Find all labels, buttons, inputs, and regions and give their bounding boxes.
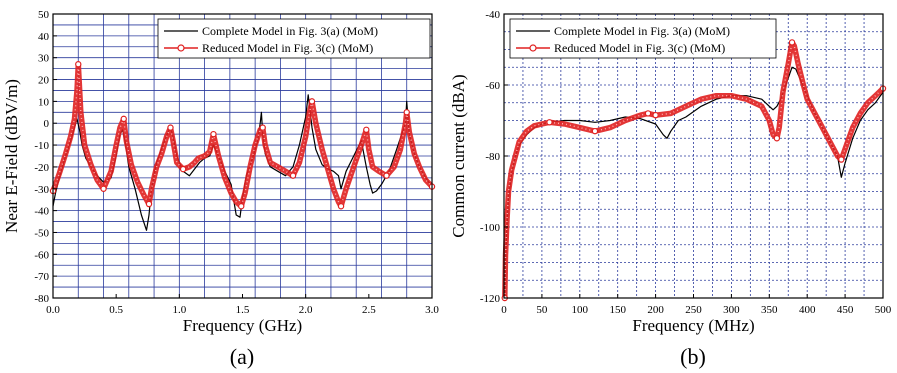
- series-marker-point: [210, 130, 217, 138]
- legend-box: [157, 18, 431, 59]
- y-tick-label: -80: [485, 151, 500, 163]
- series-marker-point: [100, 185, 107, 192]
- x-tick-label: 300: [723, 304, 740, 316]
- legend-entry-label: Reduced Model in Fig. 3(c) (MoM): [554, 41, 725, 55]
- series-marker-point: [238, 203, 245, 210]
- y-tick-label: -60: [485, 80, 500, 92]
- series-marker-point: [120, 115, 127, 123]
- y-tick-label: 50: [38, 9, 50, 21]
- series-marker-point: [773, 135, 781, 142]
- series-marker-point: [788, 39, 796, 46]
- legend-box: [509, 18, 777, 59]
- y-tick-label: -40: [34, 206, 49, 218]
- y-tick-label: -10: [34, 140, 49, 152]
- series-marker-point: [546, 119, 553, 126]
- x-tick-label: 2.0: [299, 304, 313, 316]
- y-tick-label: -60: [34, 249, 49, 261]
- y-tick-label: 0: [44, 118, 50, 130]
- y-tick-label: -50: [34, 227, 49, 239]
- series-marker-point: [363, 126, 370, 133]
- y-tick-label: -120: [480, 293, 501, 305]
- x-tick-label: 250: [685, 304, 702, 316]
- y-tick-label: -30: [34, 184, 49, 196]
- legend-entry-label: Reduced Model in Fig. 3(c) (MoM): [202, 41, 373, 55]
- y-tick-label: 40: [38, 31, 50, 43]
- x-tick-label: 500: [875, 304, 892, 316]
- series-marker-point: [179, 165, 187, 173]
- series-marker-point: [167, 124, 174, 131]
- series-marker-point: [337, 203, 345, 210]
- x-tick-label: 1.5: [236, 304, 250, 316]
- x-tick-label: 2.5: [362, 304, 376, 316]
- series-marker-point: [259, 124, 266, 131]
- chart-panel-0: 0.0 0.5 1.0 1.5 2.0 2.5 3.0 50 40 30 20 10 0 -10 -20 -3…: [2, 9, 439, 369]
- series-marker-point: [652, 111, 659, 119]
- y-tick-label: 30: [38, 53, 50, 65]
- legend-swatch-marker: [529, 44, 537, 52]
- series-marker-point: [644, 110, 652, 117]
- series-line-reduced-model: [50, 61, 435, 209]
- x-axis-label: Frequency (MHz): [632, 316, 754, 335]
- x-tick-label: 400: [799, 304, 816, 316]
- series-marker-point: [289, 172, 297, 179]
- series-marker-point: [591, 127, 599, 135]
- y-tick-label: -80: [34, 293, 49, 305]
- x-tick-label: 3.0: [425, 304, 439, 316]
- y-axis-label: Near E-Field (dBV/m): [2, 79, 21, 233]
- y-tick-label: -100: [480, 222, 501, 234]
- series-marker-point: [383, 172, 390, 179]
- x-tick-label: 0: [501, 304, 507, 316]
- series-marker-point: [838, 156, 845, 163]
- y-tick-label: 10: [38, 96, 50, 108]
- x-tick-label: 200: [647, 304, 664, 316]
- x-tick-label: 150: [609, 304, 626, 316]
- x-tick-label: 450: [837, 304, 854, 316]
- x-tick-label: 0.0: [46, 304, 60, 316]
- y-tick-label: -70: [34, 271, 49, 283]
- series-marker-point: [145, 200, 153, 208]
- legend-swatch-marker: [177, 44, 185, 52]
- legend-entry-label: Complete Model in Fig. 3(a) (MoM): [554, 24, 730, 38]
- series-marker-texture: [504, 41, 884, 299]
- panel-label: (a): [230, 344, 254, 369]
- x-tick-label: 350: [761, 304, 778, 316]
- y-tick-label: 20: [38, 75, 50, 87]
- y-tick-label: -40: [485, 9, 500, 21]
- legend-entry-label: Complete Model in Fig. 3(a) (MoM): [202, 24, 378, 38]
- series-marker-point: [403, 109, 410, 116]
- x-tick-label: 0.5: [109, 304, 123, 316]
- series-marker-point: [308, 98, 316, 105]
- x-tick-label: 50: [536, 304, 548, 316]
- series-marker-point: [75, 61, 82, 68]
- y-axis-label: Common current (dBA): [449, 74, 468, 237]
- panel-label: (b): [680, 344, 706, 369]
- x-axis-label: Frequency (GHz): [183, 316, 302, 335]
- x-tick-label: 1.0: [172, 304, 186, 316]
- chart-panel-1: 0 50 100 150 200 250 300 350 400 450 500 -40 -60 -80 -…: [449, 9, 892, 369]
- x-tick-label: 100: [572, 304, 589, 316]
- y-tick-label: -20: [34, 162, 49, 174]
